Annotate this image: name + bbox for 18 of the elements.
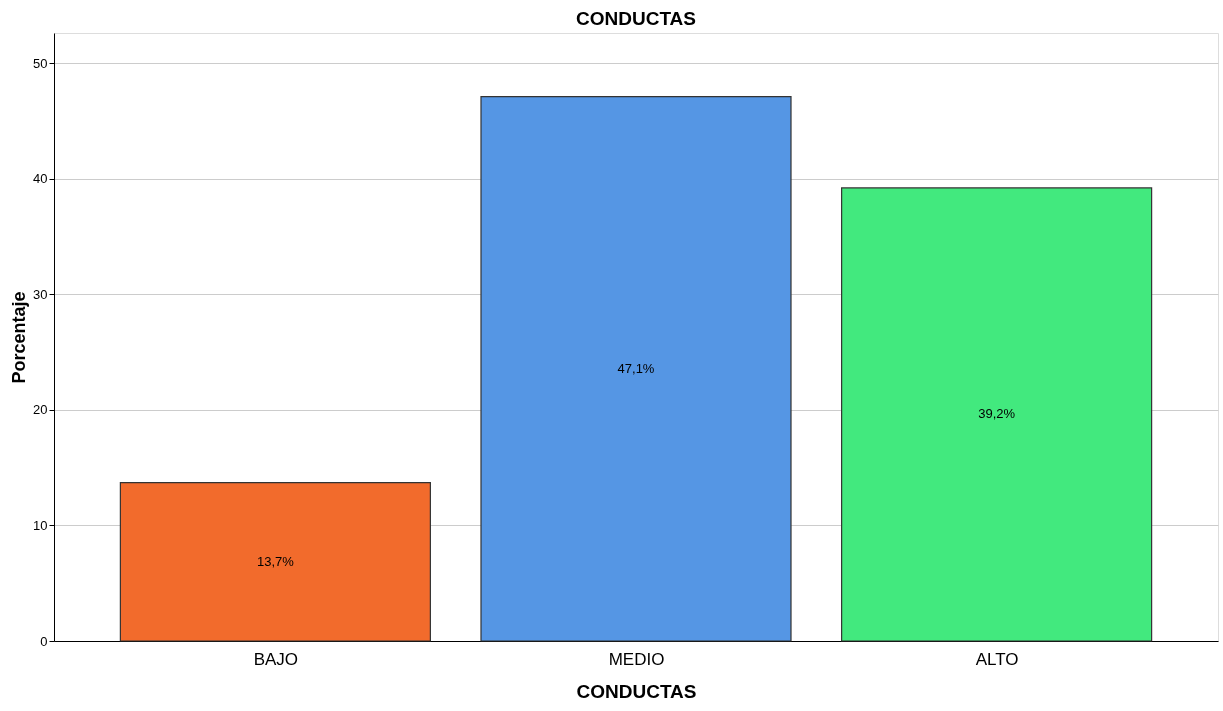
data-label: 47,1% xyxy=(617,360,655,376)
bar xyxy=(841,187,1153,642)
y-tick-label: 50 xyxy=(33,55,48,71)
y-tick-label: 40 xyxy=(33,171,48,187)
y-tick-label: 30 xyxy=(33,286,48,302)
x-tick-label: ALTO xyxy=(975,649,1019,669)
x-axis-title: CONDUCTAS xyxy=(576,680,697,702)
y-tick-label: 20 xyxy=(33,402,48,418)
data-label: 39,2% xyxy=(978,406,1016,422)
y-tick-label: 10 xyxy=(33,517,48,533)
x-tick-label: BAJO xyxy=(253,649,299,669)
data-label: 13,7% xyxy=(256,553,295,569)
y-axis-title: Porcentaje xyxy=(9,291,30,384)
bar xyxy=(119,482,431,642)
y-tick-label: 0 xyxy=(40,633,48,649)
bar xyxy=(480,95,792,642)
x-tick-label: MEDIO xyxy=(608,649,665,669)
chart-title: CONDUCTAS xyxy=(576,8,696,29)
